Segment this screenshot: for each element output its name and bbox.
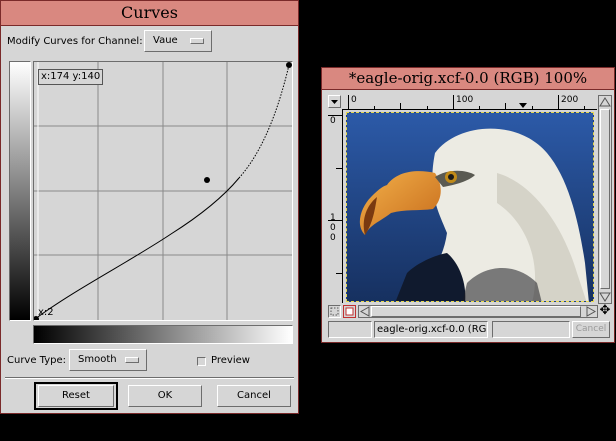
value-gradient-horizontal xyxy=(33,325,293,344)
quickmask-off-icon xyxy=(330,307,339,316)
option-menu-indicator-icon xyxy=(190,38,204,44)
vertical-scroll-thumb[interactable] xyxy=(600,109,610,289)
curve-graph[interactable]: x:174 y:140 x:2 xyxy=(33,61,293,321)
scroll-left-icon[interactable] xyxy=(360,306,370,317)
value-gradient-vertical xyxy=(9,61,31,321)
curves-titlebar[interactable]: Curves xyxy=(1,1,298,26)
coords-readout: x:174 y:140 xyxy=(38,69,104,85)
ruler-top-200: 200 xyxy=(561,95,579,105)
curve-type-label: Curve Type: xyxy=(7,355,67,366)
quickmask-on-icon xyxy=(345,307,354,316)
button-divider xyxy=(5,377,294,379)
ruler-left-0c: 0 xyxy=(330,233,336,243)
quickmask-off-button[interactable] xyxy=(328,305,341,318)
ok-button[interactable]: OK xyxy=(128,385,202,407)
image-window: *eagle-orig.xcf-0.0 (RGB) 100% 0 100 200… xyxy=(321,67,615,343)
curve-point-middle[interactable] xyxy=(204,177,210,183)
channel-select-value: Vaue xyxy=(153,35,178,46)
curves-title: Curves xyxy=(121,3,178,22)
channel-label: Modify Curves for Channel: xyxy=(7,36,143,47)
progress-field xyxy=(492,321,570,338)
vertical-scrollbar[interactable] xyxy=(598,95,612,304)
reset-button[interactable]: Reset xyxy=(38,385,114,407)
ruler-vertical: 0 1 0 0 xyxy=(328,110,343,303)
curve-svg xyxy=(34,62,292,320)
navigate-button[interactable]: ✥ xyxy=(598,304,612,318)
status-text: eagle-orig.xcf-0.0 (RG xyxy=(377,324,487,335)
ruler-left-0b: 0 xyxy=(330,223,336,233)
scroll-up-icon[interactable] xyxy=(599,97,611,107)
navigate-icon: ✥ xyxy=(599,303,611,318)
preview-label: Preview xyxy=(211,355,250,366)
image-window-title: *eagle-orig.xcf-0.0 (RGB) 100% xyxy=(348,69,588,87)
ruler-top-0: 0 xyxy=(351,95,357,105)
preview-checkbox[interactable] xyxy=(197,357,206,366)
ruler-horizontal: 0 100 200 xyxy=(342,95,597,110)
menu-corner-button[interactable] xyxy=(328,95,341,108)
image-cancel-button[interactable]: Cancel xyxy=(572,321,610,338)
curve-type-value: Smooth xyxy=(78,354,117,365)
cursor-x-readout: x:2 xyxy=(38,307,54,318)
curve-point-start[interactable] xyxy=(34,316,39,320)
cancel-button[interactable]: Cancel xyxy=(217,385,291,407)
curves-dialog: Curves Modify Curves for Channel: Vaue x… xyxy=(0,0,299,414)
horizontal-scrollbar[interactable] xyxy=(358,305,598,318)
pointer-coords-field xyxy=(328,321,372,338)
ruler-left-1: 1 xyxy=(330,213,336,223)
ruler-top-100: 100 xyxy=(456,95,474,105)
ruler-left-0: 0 xyxy=(330,116,336,126)
image-canvas[interactable] xyxy=(346,112,594,302)
curve-point-end[interactable] xyxy=(286,62,292,68)
ruler-pointer-icon xyxy=(519,103,527,108)
status-field: eagle-orig.xcf-0.0 (RG xyxy=(374,321,488,338)
scroll-right-icon[interactable] xyxy=(586,306,596,317)
channel-select[interactable]: Vaue xyxy=(144,30,212,52)
image-titlebar[interactable]: *eagle-orig.xcf-0.0 (RGB) 100% xyxy=(322,68,614,90)
horizontal-scroll-thumb[interactable] xyxy=(371,306,581,317)
menu-arrow-icon xyxy=(331,100,338,104)
curve-line-upper xyxy=(238,64,290,179)
scroll-down-icon[interactable] xyxy=(599,292,611,302)
eagle-image xyxy=(347,113,593,301)
quickmask-on-button[interactable] xyxy=(343,305,356,318)
curve-line xyxy=(34,177,240,320)
reset-button-focus xyxy=(34,382,118,410)
curve-type-select[interactable]: Smooth xyxy=(69,349,147,371)
curve-grid xyxy=(34,62,292,320)
option-menu-indicator-icon xyxy=(125,357,139,363)
